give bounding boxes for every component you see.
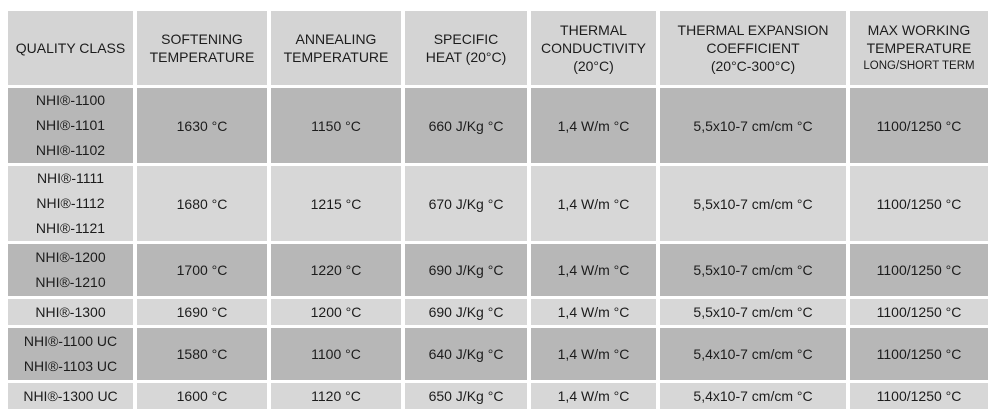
cell-specific-heat: 650 J/Kg °C <box>405 383 527 409</box>
cell-softening-temperature: 1580 °C <box>137 328 267 380</box>
cell-thermal-expansion-coefficient: 5,5x10-7 cm/cm °C <box>660 244 846 296</box>
quality-class-label: NHI®-1200 <box>35 249 106 265</box>
header-label: COEFFICIENT <box>706 40 800 56</box>
cell-specific-heat: 660 J/Kg °C <box>405 88 527 163</box>
quality-class-label: NHI®-1103 UC <box>23 358 118 374</box>
cell-thermal-conductivity: 1,4 W/m °C <box>531 383 656 409</box>
cell-quality-class: NHI®-1300 UC <box>8 383 133 409</box>
cell-annealing-temperature: 1220 °C <box>271 244 401 296</box>
quality-class-label: NHI®-1102 <box>35 142 106 158</box>
quality-class-label: NHI®-1101 <box>35 117 106 133</box>
cell-annealing-temperature: 1215 °C <box>271 166 401 241</box>
cell-specific-heat: 690 J/Kg °C <box>405 244 527 296</box>
material-properties-table: QUALITY CLASS SOFTENING TEMPERATURE ANNE… <box>4 8 992 412</box>
header-label: THERMAL EXPANSION <box>677 22 829 38</box>
header-sublabel: LONG/SHORT TERM <box>863 60 975 72</box>
table-row: NHI®-1300 1690 °C 1200 °C 690 J/Kg °C 1,… <box>8 299 988 325</box>
cell-annealing-temperature: 1120 °C <box>271 383 401 409</box>
table-body: NHI®-1100 NHI®-1101 NHI®-1102 1630 °C 11… <box>8 88 988 409</box>
header-thermal-conductivity: THERMAL CONDUCTIVITY (20°C) <box>531 11 656 85</box>
table-row: NHI®-1100 NHI®-1101 NHI®-1102 1630 °C 11… <box>8 88 988 163</box>
cell-quality-class: NHI®-1100 UC NHI®-1103 UC <box>8 328 133 380</box>
quality-class-label: NHI®-1121 <box>35 220 106 236</box>
cell-annealing-temperature: 1150 °C <box>271 88 401 163</box>
header-label: MAX WORKING <box>867 22 971 38</box>
cell-thermal-expansion-coefficient: 5,5x10-7 cm/cm °C <box>660 166 846 241</box>
table-header: QUALITY CLASS SOFTENING TEMPERATURE ANNE… <box>8 11 988 85</box>
header-label: TEMPERATURE <box>149 49 255 65</box>
header-annealing-temperature: ANNEALING TEMPERATURE <box>271 11 401 85</box>
header-label: TEMPERATURE <box>283 49 389 65</box>
cell-max-working-temperature: 1100/1250 °C <box>850 383 988 409</box>
quality-class-label: NHI®-1112 <box>36 195 105 211</box>
cell-quality-class: NHI®-1300 <box>8 299 133 325</box>
cell-max-working-temperature: 1100/1250 °C <box>850 299 988 325</box>
cell-max-working-temperature: 1100/1250 °C <box>850 88 988 163</box>
cell-annealing-temperature: 1100 °C <box>271 328 401 380</box>
header-label: THERMAL <box>560 22 627 38</box>
header-row: QUALITY CLASS SOFTENING TEMPERATURE ANNE… <box>8 11 988 85</box>
cell-specific-heat: 670 J/Kg °C <box>405 166 527 241</box>
table-row: NHI®-1100 UC NHI®-1103 UC 1580 °C 1100 °… <box>8 328 988 380</box>
cell-specific-heat: 640 J/Kg °C <box>405 328 527 380</box>
cell-quality-class: NHI®-1200 NHI®-1210 <box>8 244 133 296</box>
cell-softening-temperature: 1630 °C <box>137 88 267 163</box>
cell-thermal-conductivity: 1,4 W/m °C <box>531 244 656 296</box>
cell-thermal-expansion-coefficient: 5,5x10-7 cm/cm °C <box>660 88 846 163</box>
header-label: SPECIFIC <box>433 31 499 47</box>
cell-thermal-conductivity: 1,4 W/m °C <box>531 166 656 241</box>
header-label: (20°C) <box>573 58 614 74</box>
cell-quality-class: NHI®-1100 NHI®-1101 NHI®-1102 <box>8 88 133 163</box>
header-softening-temperature: SOFTENING TEMPERATURE <box>137 11 267 85</box>
header-thermal-expansion-coefficient: THERMAL EXPANSION COEFFICIENT (20°C-300°… <box>660 11 846 85</box>
header-label: TEMPERATURE <box>866 40 972 56</box>
table-row: NHI®-1200 NHI®-1210 1700 °C 1220 °C 690 … <box>8 244 988 296</box>
cell-max-working-temperature: 1100/1250 °C <box>850 328 988 380</box>
cell-thermal-expansion-coefficient: 5,4x10-7 cm/cm °C <box>660 328 846 380</box>
header-label: HEAT (20°C) <box>425 49 507 65</box>
header-specific-heat: SPECIFIC HEAT (20°C) <box>405 11 527 85</box>
table-row: NHI®-1111 NHI®-1112 NHI®-1121 1680 °C 12… <box>8 166 988 241</box>
cell-softening-temperature: 1600 °C <box>137 383 267 409</box>
header-label: CONDUCTIVITY <box>541 40 646 56</box>
cell-thermal-conductivity: 1,4 W/m °C <box>531 328 656 380</box>
quality-class-label: NHI®-1300 UC <box>23 387 118 404</box>
cell-softening-temperature: 1690 °C <box>137 299 267 325</box>
quality-class-label: NHI®-1111 <box>36 170 105 186</box>
header-label: QUALITY CLASS <box>15 40 126 56</box>
cell-max-working-temperature: 1100/1250 °C <box>850 166 988 241</box>
header-max-working-temperature: MAX WORKING TEMPERATURE LONG/SHORT TERM <box>850 11 988 85</box>
quality-class-label: NHI®-1300 <box>35 303 106 320</box>
quality-class-label: NHI®-1100 UC <box>23 333 118 349</box>
quality-class-label: NHI®-1210 <box>35 274 106 290</box>
header-quality-class: QUALITY CLASS <box>8 11 133 85</box>
cell-max-working-temperature: 1100/1250 °C <box>850 244 988 296</box>
table-row: NHI®-1300 UC 1600 °C 1120 °C 650 J/Kg °C… <box>8 383 988 409</box>
cell-annealing-temperature: 1200 °C <box>271 299 401 325</box>
cell-specific-heat: 690 J/Kg °C <box>405 299 527 325</box>
cell-thermal-expansion-coefficient: 5,4x10-7 cm/cm °C <box>660 383 846 409</box>
header-label: ANNEALING <box>295 31 377 47</box>
cell-thermal-conductivity: 1,4 W/m °C <box>531 88 656 163</box>
header-label: SOFTENING <box>161 31 243 47</box>
header-label: (20°C-300°C) <box>710 58 796 74</box>
cell-quality-class: NHI®-1111 NHI®-1112 NHI®-1121 <box>8 166 133 241</box>
cell-thermal-expansion-coefficient: 5,5x10-7 cm/cm °C <box>660 299 846 325</box>
cell-softening-temperature: 1680 °C <box>137 166 267 241</box>
cell-thermal-conductivity: 1,4 W/m °C <box>531 299 656 325</box>
quality-class-label: NHI®-1100 <box>35 92 106 108</box>
cell-softening-temperature: 1700 °C <box>137 244 267 296</box>
